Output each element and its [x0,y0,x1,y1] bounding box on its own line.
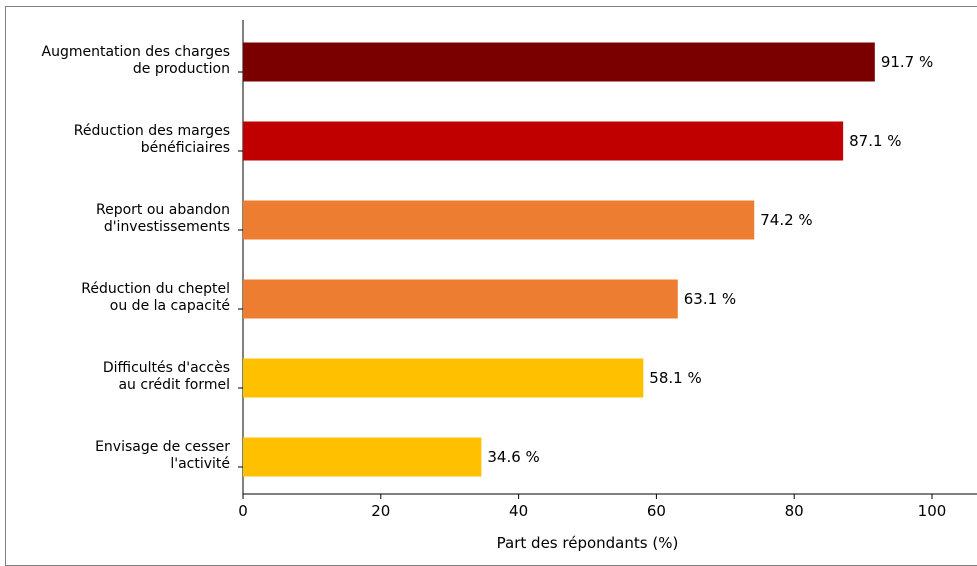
data-label: 87.1 % [849,132,901,150]
x-tick-label: 100 [918,502,947,520]
category-label: bénéficiaires [141,140,230,156]
bar [243,358,644,398]
x-axis-label: Part des répondants (%) [497,534,679,552]
data-label: 58.1 % [649,369,701,387]
data-label: 34.6 % [487,448,539,466]
bar [243,279,678,319]
category-label: au crédit formel [118,377,230,393]
x-tick-label: 20 [371,502,390,520]
data-label: 91.7 % [881,53,933,71]
x-tick-label: 80 [785,502,804,520]
x-tick-label: 0 [238,502,248,520]
data-label: 74.2 % [760,211,812,229]
category-label: Réduction du cheptel [81,281,230,297]
bar [243,121,844,161]
bar [243,42,875,82]
data-label: 63.1 % [684,290,736,308]
category-label: Envisage de cesser [95,439,230,455]
x-tick-label: 40 [509,502,528,520]
category-label: l'activité [170,456,230,472]
category-label: de production [133,61,230,77]
category-label: d'investissements [104,219,230,235]
category-label: Réduction des marges [74,123,230,139]
x-tick-label: 60 [647,502,666,520]
category-label: Report ou abandon [96,202,230,218]
category-label: ou de la capacité [110,298,230,314]
bar [243,437,482,477]
bar [243,200,755,240]
category-label: Difficultés d'accès [103,360,230,376]
category-label: Augmentation des charges [42,44,231,60]
